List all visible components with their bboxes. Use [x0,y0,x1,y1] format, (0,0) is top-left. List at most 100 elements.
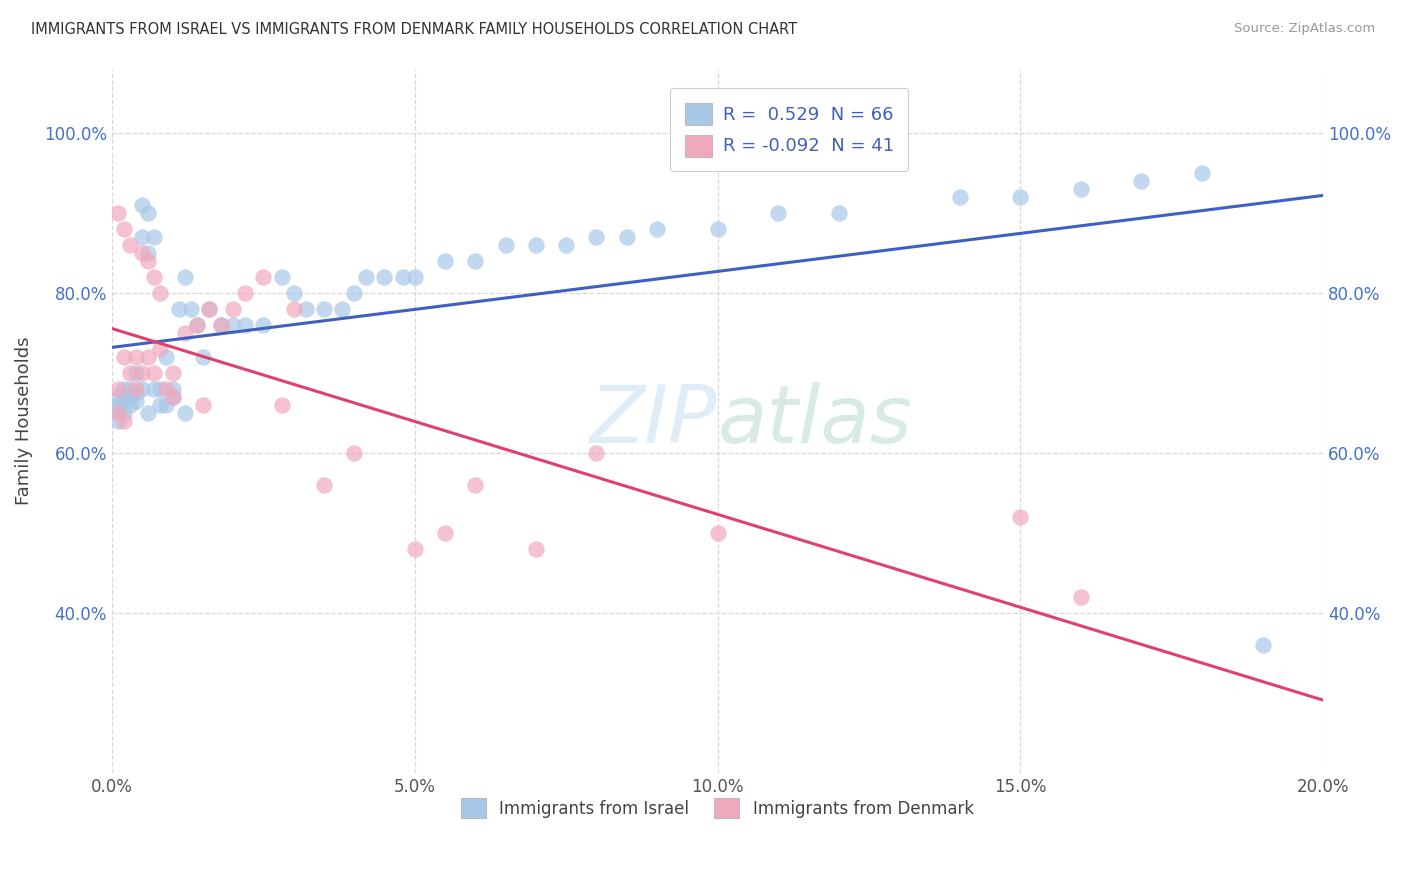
Point [312,478,335,492]
Point [162,382,184,396]
Point [107,414,129,428]
Point [131,382,153,396]
Point [180,301,202,316]
Point [616,229,638,244]
Point [209,318,232,332]
Point [270,398,292,412]
Point [585,446,607,460]
Point [125,366,148,380]
Point [149,398,172,412]
Point [112,393,135,408]
Point [766,205,789,219]
Point [495,237,517,252]
Point [155,398,177,412]
Point [252,318,274,332]
Text: atlas: atlas [717,382,912,460]
Point [312,301,335,316]
Point [107,382,129,396]
Point [191,350,214,364]
Point [112,382,135,396]
Point [1130,174,1153,188]
Point [155,350,177,364]
Point [356,269,378,284]
Point [222,301,245,316]
Point [343,285,366,300]
Point [136,406,159,420]
Point [1010,510,1032,524]
Text: ZIP: ZIP [591,382,717,460]
Point [827,205,849,219]
Point [149,342,172,356]
Point [120,398,142,412]
Point [252,269,274,284]
Point [162,366,184,380]
Point [136,245,159,260]
Point [112,414,135,428]
Point [1010,189,1032,203]
Point [136,253,159,268]
Point [173,326,195,340]
Point [125,350,148,364]
Point [191,398,214,412]
Point [143,229,166,244]
Point [186,318,208,332]
Point [143,366,166,380]
Point [404,269,426,284]
Point [162,390,184,404]
Point [131,366,153,380]
Point [131,245,153,260]
Point [131,229,153,244]
Y-axis label: Family Households: Family Households [15,336,32,505]
Point [209,318,232,332]
Point [645,221,668,235]
Point [107,205,129,219]
Point [125,393,148,408]
Point [464,478,486,492]
Point [107,401,129,416]
Point [112,350,135,364]
Point [555,237,578,252]
Point [107,398,129,412]
Point [167,301,190,316]
Point [149,382,172,396]
Point [343,446,366,460]
Point [706,526,728,541]
Point [949,189,972,203]
Point [233,285,256,300]
Point [112,390,135,404]
Point [330,301,353,316]
Point [136,205,159,219]
Point [464,253,486,268]
Legend: Immigrants from Israel, Immigrants from Denmark: Immigrants from Israel, Immigrants from … [454,791,980,825]
Point [283,301,305,316]
Point [186,318,208,332]
Point [198,301,221,316]
Point [120,366,142,380]
Point [1191,166,1213,180]
Point [524,237,547,252]
Point [294,301,316,316]
Point [270,269,292,284]
Text: Source: ZipAtlas.com: Source: ZipAtlas.com [1234,22,1375,36]
Point [198,301,221,316]
Point [155,382,177,396]
Point [585,229,607,244]
Point [434,253,457,268]
Point [706,221,728,235]
Point [112,406,135,420]
Point [233,318,256,332]
Point [1070,591,1092,605]
Point [143,382,166,396]
Point [173,269,195,284]
Point [107,406,129,420]
Point [112,221,135,235]
Point [391,269,413,284]
Point [120,382,142,396]
Point [120,237,142,252]
Point [136,350,159,364]
Point [143,269,166,284]
Point [404,542,426,557]
Point [1251,638,1274,652]
Point [173,406,195,420]
Point [524,542,547,557]
